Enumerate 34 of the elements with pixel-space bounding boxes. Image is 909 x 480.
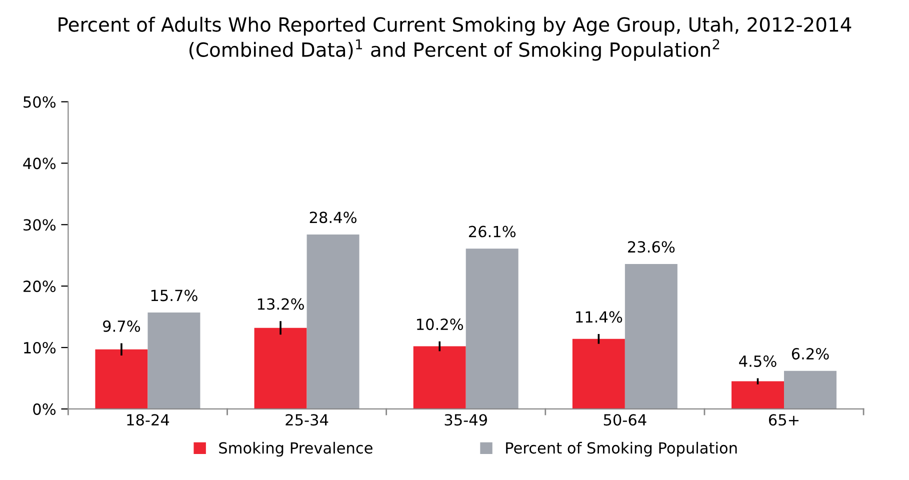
data-label: 15.7% bbox=[151, 290, 198, 302]
bar bbox=[466, 248, 518, 409]
y-tick-label: 0% bbox=[33, 403, 56, 415]
data-label: 28.4% bbox=[310, 212, 356, 224]
legend-label: Percent of Smoking Population bbox=[506, 442, 737, 457]
data-label: 9.7% bbox=[103, 320, 140, 332]
x-tick-label: 35-49 bbox=[444, 414, 487, 426]
data-label: 26.1% bbox=[468, 226, 516, 238]
bar bbox=[732, 381, 784, 409]
y-tick-label: 50% bbox=[24, 96, 56, 108]
y-tick-label: 10% bbox=[24, 342, 56, 354]
bar bbox=[624, 264, 678, 409]
data-label: 6.2% bbox=[792, 348, 829, 360]
legend-label: Smoking Prevalence bbox=[219, 442, 372, 457]
chart-title: Percent of Adults Who Reported Current Smoking by Age Group, Utah, 2012-2014 (Combined Data)$^{1}$ and Percent of Smoking Population$^{2}$ bbox=[58, 16, 852, 61]
bar bbox=[413, 346, 466, 409]
bar bbox=[784, 370, 837, 409]
x-tick-label: 50-64 bbox=[604, 414, 646, 426]
data-label: 13.2% bbox=[258, 298, 304, 310]
x-tick-label: 18-24 bbox=[127, 414, 170, 426]
bar bbox=[254, 328, 307, 409]
data-label: 11.4% bbox=[576, 311, 622, 323]
x-tick-label: 65+ bbox=[768, 414, 799, 426]
y-tick-label: 40% bbox=[23, 158, 56, 170]
data-label: 4.5% bbox=[739, 355, 776, 367]
data-label: 10.2% bbox=[417, 318, 464, 330]
x-tick-label: 25-34 bbox=[286, 414, 328, 426]
bar bbox=[306, 234, 360, 409]
bar bbox=[572, 338, 625, 409]
y-tick-label: 20% bbox=[24, 280, 56, 292]
y-tick-label: 30% bbox=[24, 219, 56, 231]
data-label: 23.6% bbox=[628, 241, 675, 253]
bar bbox=[95, 349, 148, 409]
bar bbox=[148, 312, 200, 409]
